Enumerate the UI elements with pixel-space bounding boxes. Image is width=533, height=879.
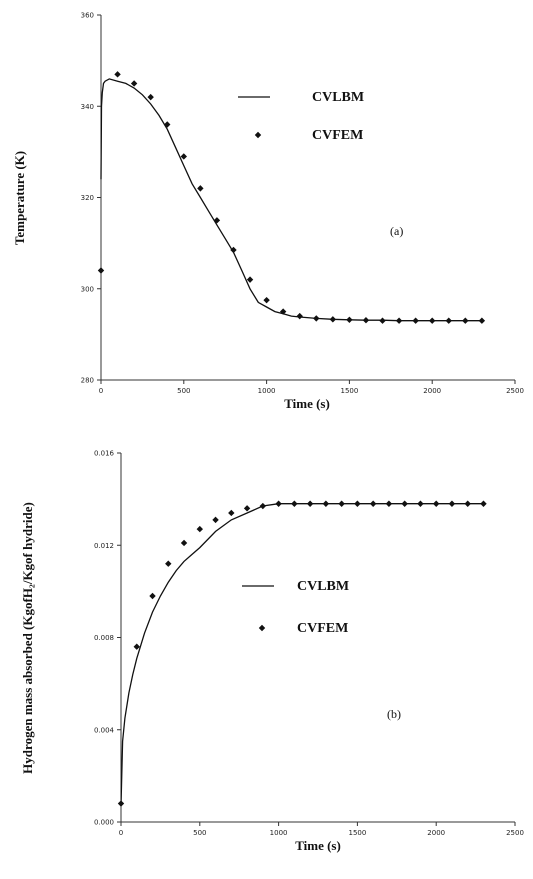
data-point [296, 312, 303, 320]
x-axis-title: Time (s) [295, 838, 341, 853]
data-point [197, 185, 204, 192]
x-axis-title: Time (s) [284, 396, 330, 411]
data-point [213, 217, 221, 224]
data-point [346, 316, 353, 323]
data-point [306, 500, 314, 507]
series-cvfem [117, 500, 487, 807]
data-point [395, 317, 403, 324]
x-tick-label: 500 [177, 387, 190, 395]
y-axis-title: Hydrogen mass absorbed (KgofH₂/Kgof hydr… [20, 502, 35, 774]
y-tick-label: 0.008 [94, 634, 114, 642]
data-point [164, 121, 171, 128]
data-point [354, 500, 361, 507]
data-point [412, 317, 419, 324]
data-point [114, 71, 121, 78]
legend-label: CVLBM [312, 90, 364, 105]
x-tick-label: 500 [193, 829, 206, 837]
legend: CVLBM CVFEM [238, 90, 364, 143]
data-point [462, 317, 469, 324]
data-point [230, 246, 237, 254]
x-tick-label: 1500 [340, 387, 358, 395]
y-tick-label: 340 [81, 103, 94, 111]
panel-label: (b) [387, 707, 401, 721]
series-line-cvlbm [120, 503, 484, 806]
y-tick-label: 0.004 [94, 726, 115, 734]
data-point [149, 592, 156, 600]
y-tick-label: 360 [81, 12, 94, 20]
data-point [147, 93, 154, 101]
series-cvfem [97, 71, 486, 324]
data-point [329, 316, 337, 323]
series-line-cvlbm [100, 78, 482, 322]
x-tick-label: 2000 [427, 829, 445, 837]
data-point [401, 500, 408, 507]
data-point [243, 505, 251, 512]
y-tick-label: 320 [81, 194, 94, 202]
x-tick-label: 0 [119, 829, 123, 837]
data-point [228, 509, 235, 517]
data-point [275, 500, 282, 507]
data-point [417, 500, 424, 507]
data-point [196, 525, 203, 533]
data-point [369, 500, 377, 507]
data-point [246, 276, 254, 283]
data-point [379, 317, 386, 324]
data-point [130, 80, 138, 87]
data-point [448, 500, 456, 507]
data-point [480, 500, 487, 507]
x-tick-label: 1500 [348, 829, 366, 837]
legend-label: CVFEM [297, 621, 348, 636]
x-tick-label: 0 [99, 387, 103, 395]
legend-marker-swatch [254, 131, 262, 139]
data-point [313, 315, 320, 322]
data-point [180, 153, 187, 160]
data-point [259, 502, 267, 510]
series-cvlbm [120, 503, 484, 806]
y-tick-label: 0.012 [94, 542, 114, 550]
data-point [291, 500, 298, 507]
data-point [322, 500, 330, 507]
data-point [180, 539, 188, 547]
data-point [212, 516, 219, 524]
legend-label: CVLBM [297, 579, 349, 594]
y-tick-label: 280 [81, 377, 94, 385]
x-tick-label: 1000 [270, 829, 288, 837]
data-point [338, 500, 345, 507]
y-tick-label: 0.000 [94, 819, 114, 827]
y-tick-label: 300 [81, 285, 94, 293]
legend: CVLBM CVFEM [242, 579, 349, 636]
data-point [165, 560, 172, 567]
x-tick-label: 1000 [258, 387, 276, 395]
y-axis-title: Temperature (K) [12, 151, 27, 245]
chart-panel-b: 0 500 1000 1500 2000 2500 0.000 0.004 0.008 0.012… [20, 450, 524, 854]
data-point [362, 317, 370, 324]
x-tick-label: 2500 [506, 829, 524, 837]
series-cvlbm [100, 78, 482, 322]
panel-label: (a) [390, 224, 403, 238]
legend-marker-swatch [258, 624, 266, 632]
data-point [279, 308, 287, 315]
data-point [117, 800, 125, 807]
data-point [263, 296, 270, 304]
y-tick-label: 0.016 [94, 450, 115, 458]
data-point [133, 643, 140, 650]
data-point [97, 267, 105, 274]
data-point [429, 317, 436, 324]
x-tick-label: 2500 [506, 387, 524, 395]
data-point [464, 500, 471, 507]
data-point [433, 500, 440, 507]
data-point [385, 500, 393, 507]
chart-panel-a: 0 500 1000 1500 2000 2500 280 300 320 340 360 Time … [12, 12, 524, 412]
legend-label: CVFEM [312, 128, 363, 143]
data-point [478, 317, 486, 324]
data-point [445, 317, 452, 324]
x-tick-label: 2000 [423, 387, 441, 395]
